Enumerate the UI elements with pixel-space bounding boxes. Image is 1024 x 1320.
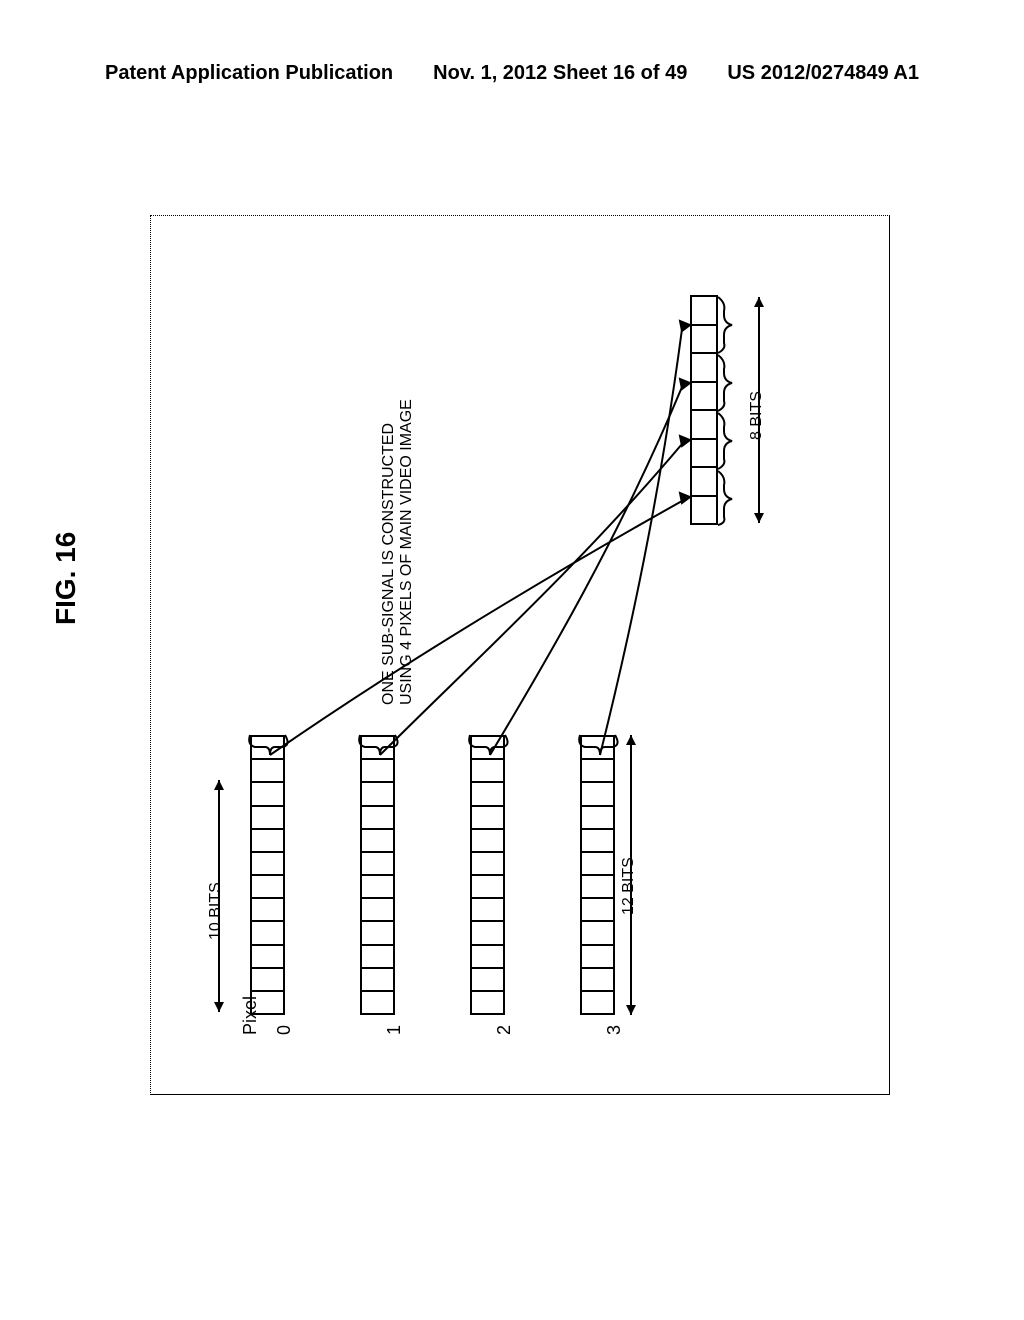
pub-number: US 2012/0274849 A1 [727, 62, 919, 85]
caption-line1: ONE SUB-SIGNAL IS CONSTRUCTED [380, 399, 398, 705]
diagram: Pixel 10 BITS 12 BITS 0 1 2 3 8 BITS [150, 215, 890, 1095]
connectors [150, 215, 890, 1095]
caption-line2: USING 4 PIXELS OF MAIN VIDEO IMAGE [398, 399, 416, 705]
date-sheet: Nov. 1, 2012 Sheet 16 of 49 [433, 62, 687, 85]
pub-label: Patent Application Publication [105, 62, 393, 85]
page-header: Patent Application Publication Nov. 1, 2… [0, 62, 1024, 85]
caption: ONE SUB-SIGNAL IS CONSTRUCTED USING 4 PI… [380, 399, 415, 705]
figure-label: FIG. 16 [50, 532, 82, 625]
